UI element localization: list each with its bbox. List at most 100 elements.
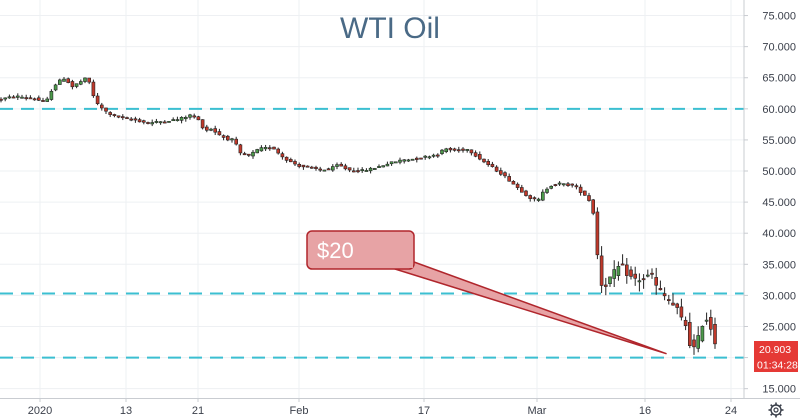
y-tick-label: 50.000 — [762, 166, 796, 178]
candle — [372, 167, 377, 170]
x-tick-label: 17 — [418, 405, 430, 417]
y-tick-label: 25.000 — [762, 321, 796, 333]
candle — [599, 246, 604, 294]
candle — [205, 124, 209, 133]
candle — [469, 149, 474, 156]
candle — [473, 150, 478, 158]
candle — [171, 117, 175, 122]
candle — [3, 97, 8, 102]
candle — [335, 162, 339, 170]
candle — [465, 148, 470, 153]
candle — [671, 293, 675, 306]
candle — [297, 162, 302, 169]
candle — [448, 147, 453, 153]
candle — [184, 115, 188, 122]
candle — [570, 183, 575, 188]
candle — [414, 156, 419, 163]
candle — [389, 161, 394, 166]
candle — [641, 274, 646, 289]
candle — [494, 165, 499, 173]
candle — [24, 94, 29, 101]
candle — [322, 169, 327, 172]
candle — [452, 147, 457, 152]
candle — [326, 167, 331, 171]
candle — [608, 276, 612, 287]
y-tick-label: 15.000 — [762, 384, 796, 396]
candle — [53, 83, 58, 92]
x-tick-label: 13 — [120, 405, 132, 417]
candle — [629, 266, 633, 280]
candle — [104, 107, 108, 115]
candle — [645, 269, 650, 278]
candle — [440, 149, 444, 156]
candle — [15, 93, 20, 100]
candle — [251, 149, 255, 159]
gear-icon[interactable] — [768, 402, 784, 418]
candle — [133, 116, 138, 123]
candle — [419, 157, 423, 160]
candle — [339, 162, 344, 167]
candle — [213, 125, 217, 136]
candle — [20, 94, 24, 99]
candle — [57, 78, 62, 85]
candle — [330, 164, 335, 172]
candle — [100, 102, 104, 111]
candle — [687, 312, 692, 349]
candle — [188, 113, 192, 120]
candle — [221, 134, 226, 141]
candle — [305, 165, 310, 168]
y-tick-label: 35.000 — [762, 259, 796, 271]
x-tick-label: 16 — [639, 405, 651, 417]
callout-box — [306, 230, 415, 270]
candle — [154, 118, 159, 124]
candle — [79, 79, 83, 86]
candle — [683, 316, 688, 331]
candle — [343, 163, 348, 171]
candle — [234, 136, 238, 146]
candle — [582, 190, 587, 196]
candle — [150, 119, 154, 127]
grid — [0, 0, 744, 398]
candle — [226, 134, 230, 142]
candle — [482, 158, 486, 164]
candle — [74, 83, 79, 89]
candle — [196, 115, 201, 121]
candle — [125, 116, 129, 120]
y-tick-label: 70.000 — [762, 42, 796, 54]
y-tick-label: 65.000 — [762, 73, 796, 85]
candle — [276, 147, 281, 155]
candle — [142, 119, 146, 125]
candle — [347, 167, 352, 173]
candle — [87, 77, 91, 85]
candle — [519, 184, 524, 193]
candles — [0, 77, 717, 355]
candle — [713, 317, 717, 349]
candle — [217, 128, 222, 136]
candle — [385, 161, 390, 167]
candle — [545, 187, 549, 195]
candle — [356, 167, 360, 174]
candle — [515, 182, 520, 191]
candle — [696, 326, 701, 353]
candle — [704, 312, 709, 325]
candle — [566, 182, 570, 187]
candle — [179, 116, 184, 124]
candle — [406, 158, 411, 162]
candle — [637, 273, 642, 292]
candle — [360, 167, 365, 173]
candle — [461, 147, 465, 153]
candle — [398, 157, 402, 165]
callout-annotation: $20 — [306, 230, 667, 355]
chart-title: WTI Oil — [340, 12, 440, 45]
candle — [318, 166, 323, 172]
candle — [393, 161, 398, 164]
candle — [524, 189, 528, 197]
candle — [36, 95, 41, 101]
candle — [612, 260, 617, 288]
last-price-label: 20.903 — [759, 344, 791, 356]
candle — [553, 183, 558, 187]
countdown-tag-box — [754, 357, 798, 372]
candle — [666, 294, 671, 305]
candle — [503, 171, 507, 179]
